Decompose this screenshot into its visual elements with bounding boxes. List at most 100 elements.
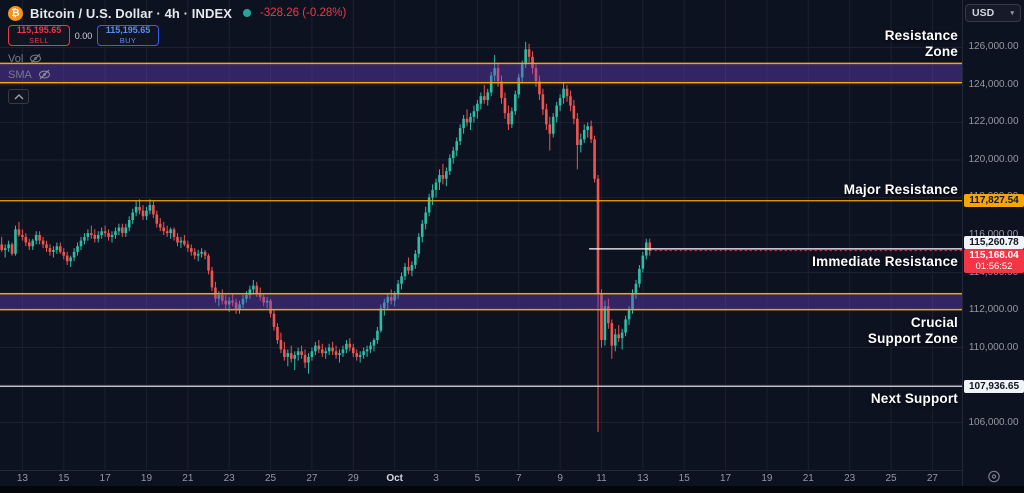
candle [69,255,72,267]
candle [414,250,417,269]
candle [310,347,314,361]
candle [31,238,35,251]
candle [107,229,110,241]
sma-visibility-toggle[interactable] [38,68,51,81]
candle [303,349,307,369]
sma-indicator-label: SMA [8,68,32,81]
candle [296,347,300,361]
price-axis-label: 110,000.00 [968,341,1019,353]
candle [334,345,338,359]
candle [403,263,407,281]
candle [648,238,652,256]
candle [293,351,296,371]
candle [465,109,469,127]
candle [503,92,507,119]
time-axis-tick: 7 [515,473,522,484]
candle [65,251,69,266]
candle [124,223,128,237]
candle [383,298,386,316]
candle [624,315,627,337]
candle [0,236,3,252]
sell-label: SELL [29,36,49,46]
candle [203,250,207,260]
time-axis-tick: 27 [306,473,318,484]
candle [479,92,483,110]
candle [55,242,59,254]
candle [372,338,376,352]
time-axis[interactable]: 13 15 17 19 21 23 25 27 29 Oct 3 5 7 9 11 13 15 17 19 21 23 2… [0,470,962,486]
price-axis[interactable]: USD ▾ 126,000.00 124,000.00 122,000.00 120,… [962,0,1024,486]
candle [613,328,617,352]
buy-button[interactable]: 115,195.65 BUY [97,25,159,46]
candle [21,229,24,241]
candle [389,289,393,305]
candle [320,343,324,357]
candle [576,113,579,170]
market-status-dot-icon [243,9,252,17]
candle [210,266,214,292]
candle [127,216,131,232]
candle [620,328,624,350]
candle [38,231,41,245]
candle [541,88,545,115]
sell-price: 115,195.65 [16,25,62,36]
candle [14,225,17,256]
candle [117,223,121,235]
time-axis-tick: 25 [265,473,277,484]
candle [27,238,31,251]
target-icon [987,470,1000,483]
candle [176,233,179,247]
candle [369,341,372,354]
candle [121,223,124,237]
time-axis-tick: 11 [596,473,607,484]
time-axis-tick: 21 [802,473,814,484]
time-axis-tick: 15 [58,473,70,484]
candle [538,75,541,100]
scale-settings-button[interactable] [986,469,1001,489]
resistance-zone[interactable] [0,62,962,84]
candle [482,84,486,104]
candle [341,345,345,357]
crucial-support-zone[interactable] [0,292,962,311]
time-axis-tick: 21 [182,473,194,484]
candle [300,345,303,359]
candle [348,338,352,352]
candlestick-chart[interactable] [0,0,962,470]
candle [617,325,621,342]
symbol-title[interactable]: Bitcoin / U.S. Dollar · 4h · INDEX [30,5,233,21]
candle [62,248,66,260]
candle [517,73,521,99]
candle [269,298,272,318]
price-axis-label: 120,000.00 [968,153,1019,165]
buy-label: BUY [119,36,137,46]
candle [365,345,369,357]
window-bottom-edge [0,486,1024,493]
sell-button[interactable]: 115,195.65 SELL [8,25,70,46]
candle [434,178,438,198]
candle [510,107,514,129]
volume-visibility-toggle[interactable] [29,52,42,65]
time-axis-tick: 3 [433,473,439,484]
candle [345,340,348,354]
chart-area[interactable]: Resistance Zone Major Resistance Immediate… [0,0,962,470]
currency-selector-button[interactable]: USD ▾ [965,4,1021,22]
candle [451,146,455,164]
candle [462,114,465,134]
candle [148,199,152,215]
candle [555,101,558,123]
candle [262,293,265,307]
candle [110,231,114,243]
collapse-indicators-button[interactable] [8,89,29,104]
candle [252,280,255,294]
candle [331,341,334,356]
time-axis-tick: Oct [386,473,403,484]
candle [283,341,286,361]
candle [431,184,434,205]
candle [634,280,638,299]
candle [493,54,496,82]
candle [221,289,224,305]
candle [396,280,400,299]
candle [400,272,403,290]
candle [476,99,479,119]
